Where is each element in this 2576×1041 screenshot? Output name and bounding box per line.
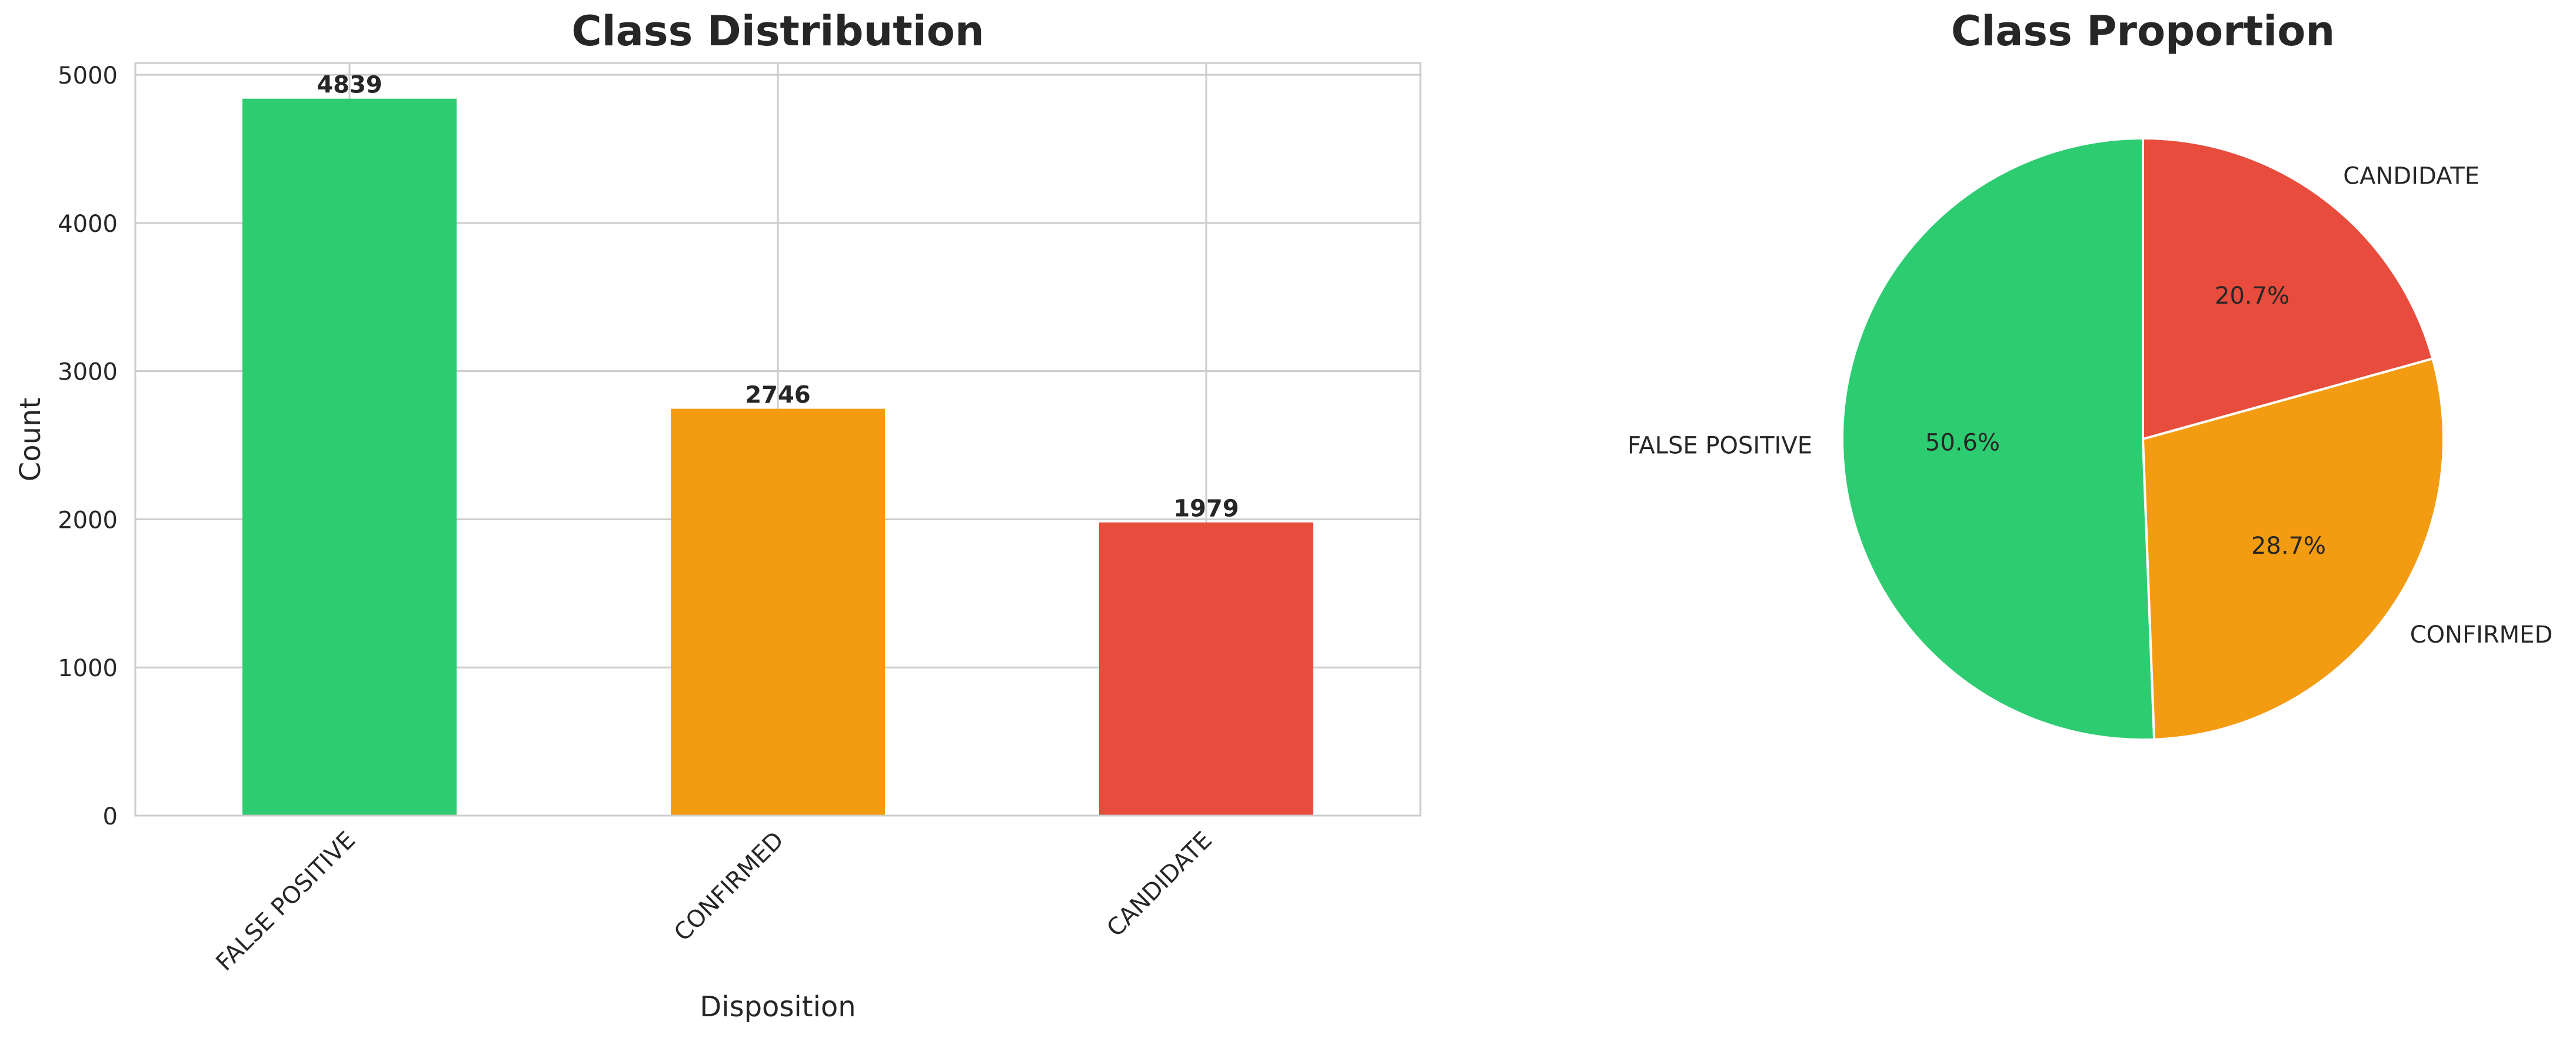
bar-x-tick-label: FALSE POSITIVE — [211, 827, 361, 977]
bar-y-ticks: 0 1000 2000 3000 4000 5000 — [58, 62, 118, 830]
bar-bars — [242, 98, 1313, 816]
pie-percent-label: 50.6% — [1925, 430, 2000, 457]
bar-chart: Class Distribution 0 1000 2000 3000 4000 5000… — [14, 7, 1422, 1023]
bar-chart-title: Class Distribution — [571, 7, 984, 55]
bar-y-tick-label: 1000 — [58, 655, 118, 682]
pie-slice — [2141, 357, 2445, 741]
pie-labels: FALSE POSITIVE CONFIRMED CANDIDATE — [1628, 163, 2552, 648]
pie-slice — [2142, 137, 2434, 441]
bar-value-label: 2746 — [745, 382, 810, 409]
bar — [242, 98, 457, 816]
bar-y-tick-label: 0 — [103, 803, 118, 830]
pie-slice-label: FALSE POSITIVE — [1628, 433, 1812, 460]
bar-x-axis-label: Disposition — [700, 990, 856, 1023]
bar-x-ticks: FALSE POSITIVE CONFIRMED CANDIDATE — [211, 827, 1217, 977]
pie-chart: Class Proportion FALSE POSITIVE CONFIRMED… — [1628, 7, 2552, 741]
pie-percent-label: 20.7% — [2215, 282, 2289, 310]
pie-slice-label: CANDIDATE — [2343, 163, 2480, 190]
pie-slice-label: CONFIRMED — [2410, 621, 2553, 648]
pie-percent-labels: 50.6% 28.7% 20.7% — [1925, 282, 2326, 560]
bar-y-tick-label: 2000 — [58, 507, 118, 534]
bar-y-tick-label: 5000 — [58, 62, 118, 89]
pie-chart-title: Class Proportion — [1951, 7, 2335, 55]
bar-value-label: 4839 — [317, 72, 382, 99]
bar — [1099, 522, 1313, 816]
bar-x-tick-label: CONFIRMED — [669, 827, 789, 947]
pie-percent-label: 28.7% — [2251, 533, 2326, 560]
pie-slices — [1841, 137, 2445, 741]
bar-value-label: 1979 — [1173, 495, 1239, 523]
bar-y-tick-label: 4000 — [58, 211, 118, 238]
bar — [671, 408, 885, 816]
bar-value-labels: 4839 2746 1979 — [317, 72, 1239, 523]
bar-y-axis-label: Count — [14, 398, 47, 482]
bar-x-tick-label: CANDIDATE — [1102, 827, 1217, 942]
bar-y-tick-label: 3000 — [58, 359, 118, 386]
bar-plot-frame — [134, 62, 1422, 817]
pie-slice — [1841, 137, 2156, 741]
